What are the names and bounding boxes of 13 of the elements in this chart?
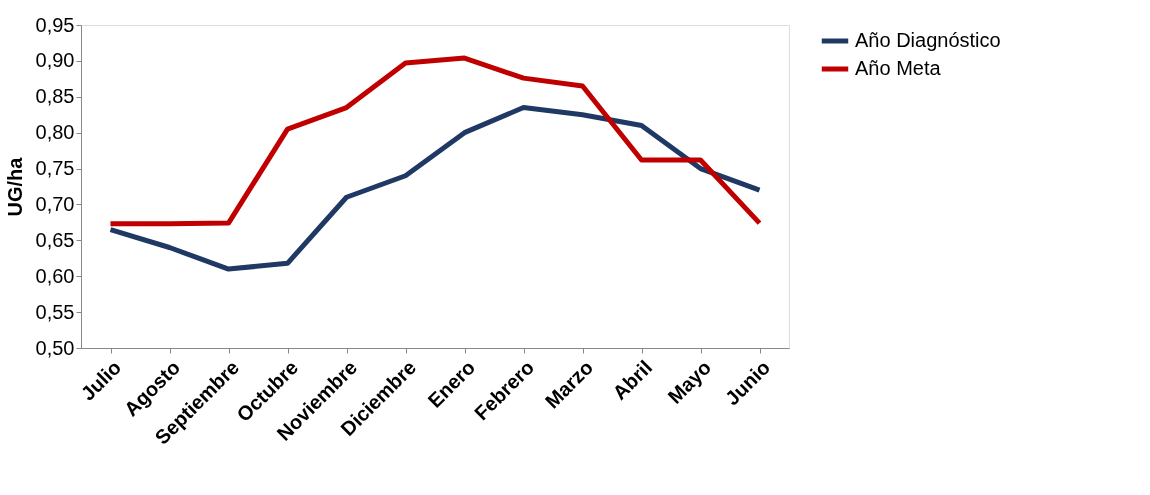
y-tick-label: 0,50 bbox=[35, 336, 75, 359]
y-tick-label: 0,90 bbox=[35, 49, 75, 72]
y-tick-label: 0,70 bbox=[35, 192, 75, 215]
y-axis-title: UG/ha bbox=[3, 156, 26, 217]
y-tick-label: 0,75 bbox=[35, 157, 75, 180]
legend-label: Año Diagnóstico bbox=[855, 29, 1001, 51]
y-tick-label: 0,65 bbox=[35, 228, 75, 251]
y-tick-label: 0,55 bbox=[35, 300, 75, 323]
y-tick-label: 0,60 bbox=[35, 264, 75, 287]
y-tick-label: 0,85 bbox=[35, 85, 75, 108]
legend-label: Año Meta bbox=[855, 57, 942, 79]
y-tick-label: 0,95 bbox=[35, 13, 75, 36]
y-tick-label: 0,80 bbox=[35, 121, 75, 144]
